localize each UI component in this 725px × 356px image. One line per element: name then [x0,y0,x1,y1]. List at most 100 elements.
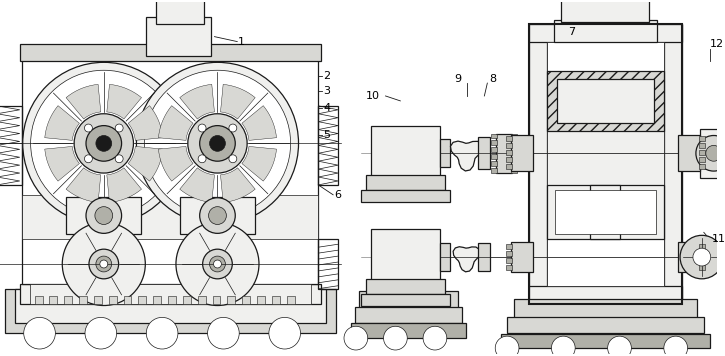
Circle shape [229,124,237,132]
Polygon shape [107,168,141,203]
Bar [511,147,517,152]
Bar [440,140,450,167]
Bar [492,140,497,145]
Bar [506,150,512,155]
Bar [66,197,141,234]
Circle shape [74,114,133,173]
Bar [5,289,336,333]
Bar [20,43,321,61]
Bar [511,242,533,272]
Text: 12: 12 [710,38,724,48]
Circle shape [115,124,123,132]
Bar [506,164,512,169]
Bar [514,299,697,318]
Bar [212,295,220,304]
Circle shape [693,248,710,266]
Text: 5: 5 [323,131,331,141]
Bar [506,251,512,256]
Bar [365,279,445,294]
Bar [153,295,161,304]
Bar [506,258,512,263]
Bar [361,294,450,305]
Bar [496,134,512,173]
Circle shape [22,62,185,225]
Circle shape [552,336,575,356]
Bar [507,318,704,333]
Bar [138,295,146,304]
Circle shape [24,318,55,349]
Polygon shape [242,106,276,140]
Bar [699,258,705,263]
Bar [664,24,682,304]
Bar [699,251,705,256]
Circle shape [209,207,226,225]
Bar [547,42,664,286]
Circle shape [136,62,299,225]
Bar [699,136,705,141]
Bar [94,295,102,304]
Text: 8: 8 [489,74,497,84]
Bar [699,244,705,249]
Text: 3: 3 [323,86,331,96]
Bar [492,134,497,138]
Circle shape [95,207,112,225]
Bar [699,150,705,155]
Bar [257,295,265,304]
Bar [547,131,664,185]
Circle shape [269,318,300,349]
Circle shape [207,318,239,349]
Bar [35,295,43,304]
Bar [123,295,131,304]
Circle shape [210,256,225,272]
Bar [156,0,204,24]
Bar [506,244,512,249]
Bar [547,185,664,239]
Polygon shape [450,141,483,171]
Circle shape [199,198,236,233]
Bar [506,136,512,141]
Circle shape [199,126,236,161]
Text: 4: 4 [323,103,331,113]
Bar [286,295,294,304]
Polygon shape [180,168,215,203]
Bar [146,17,210,56]
Circle shape [84,155,92,163]
Bar [14,289,326,323]
Bar [529,24,682,42]
Bar [590,185,620,239]
Circle shape [495,336,519,356]
Bar [699,265,705,270]
Bar [699,143,705,148]
Bar [478,137,490,169]
Circle shape [344,326,368,350]
Bar [22,52,318,284]
Polygon shape [159,146,193,181]
Polygon shape [453,247,480,272]
Circle shape [203,249,232,279]
Bar [49,295,57,304]
Polygon shape [66,168,101,203]
Bar [183,295,191,304]
Polygon shape [45,106,79,140]
Circle shape [115,155,123,163]
Bar [318,106,338,185]
Text: 1: 1 [239,37,245,47]
Bar [511,161,517,166]
Bar [506,157,512,162]
Bar [506,143,512,148]
Bar [355,308,462,323]
Circle shape [680,235,724,279]
Circle shape [86,126,122,161]
Text: 6: 6 [334,190,341,200]
Circle shape [85,318,117,349]
Text: 11: 11 [712,234,725,244]
Bar [440,243,450,271]
Bar [359,291,457,309]
Polygon shape [128,146,163,181]
Bar [529,24,682,304]
Bar [678,242,700,272]
Circle shape [100,260,108,268]
Bar [700,129,725,178]
Circle shape [86,198,122,233]
Bar [529,24,547,304]
